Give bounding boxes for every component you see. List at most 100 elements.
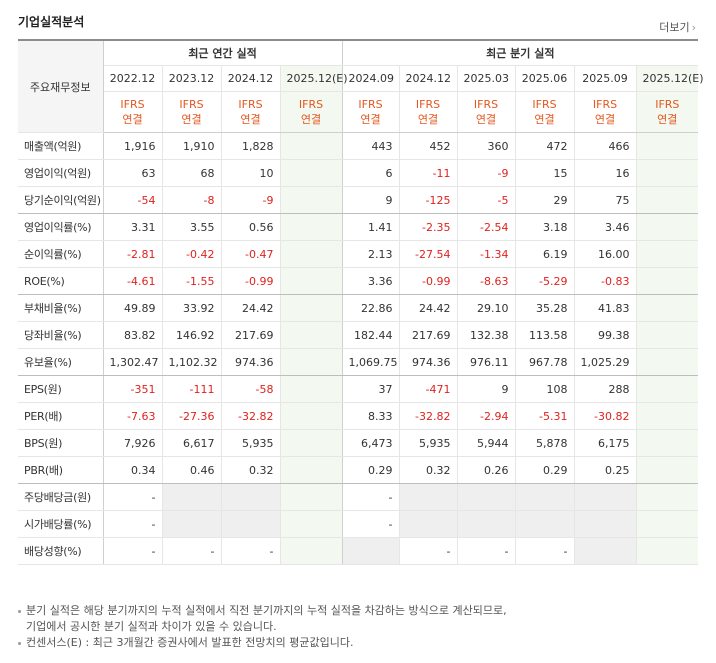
value-cell (220, 483, 280, 511)
value-cell: 22.86 (341, 294, 400, 322)
value-cell: -471 (398, 375, 458, 403)
data-row: 영업이익(억원) 63 68 10 6 -11 -9 15 16 (18, 159, 699, 187)
value-cell: - (514, 537, 575, 565)
header-row: IFRS 연결 IFRS 연결 IFRS 연결 IFRS 연결 IFRS 연결 IFRS 연결 IFRS… (18, 91, 699, 133)
value-cell: - (161, 537, 221, 565)
period-header: 2024.12 (398, 65, 458, 92)
value-cell: 0.32 (398, 456, 458, 484)
more-link[interactable]: 더보기 (659, 19, 696, 35)
value-cell: 466 (573, 132, 637, 160)
value-cell: 3.18 (514, 213, 575, 241)
value-cell: 9 (341, 186, 400, 214)
value-cell: 3.46 (573, 213, 637, 241)
value-cell: -32.82 (398, 402, 458, 430)
value-cell: 108 (514, 375, 575, 403)
value-cell (279, 348, 343, 376)
standard-text: 연결 (594, 113, 616, 126)
value-cell: 63 (102, 159, 162, 187)
period-header: 2025.09 (573, 65, 637, 92)
value-cell: -125 (398, 186, 458, 214)
value-cell: -5.31 (514, 402, 575, 430)
value-cell: -0.42 (161, 240, 221, 268)
value-cell: -58 (220, 375, 280, 403)
row-label: 배당성향(%) (18, 537, 104, 565)
standard-header: IFRS 연결 (161, 91, 221, 133)
value-cell: -0.99 (220, 267, 280, 295)
standard-text: IFRS (298, 98, 324, 111)
value-cell: 33.92 (161, 294, 221, 322)
value-cell: - (102, 510, 162, 538)
data-row: PBR(배) 0.34 0.46 0.32 0.29 0.32 0.26 0.29 0.25 (18, 456, 699, 484)
period-header: 2025.12(E) (635, 65, 704, 92)
row-label: 당좌비율(%) (18, 321, 104, 349)
value-cell: 974.36 (398, 348, 458, 376)
value-cell: 182.44 (341, 321, 400, 349)
standard-header: IFRS 연결 (220, 91, 280, 133)
standard-text: IFRS (120, 98, 145, 111)
value-cell (573, 483, 637, 511)
value-cell (635, 240, 699, 268)
value-cell: -27.36 (161, 402, 221, 430)
data-row: 당기순이익(억원) -54 -8 -9 9 -125 -5 29 75 (18, 186, 699, 214)
data-row: ROE(%) -4.61 -1.55 -0.99 3.36 -0.99 -8.63 -5.29… (18, 267, 699, 295)
data-row: 주당배당금(원) - - (18, 483, 699, 511)
value-cell: 68 (161, 159, 221, 187)
value-cell: 0.32 (220, 456, 280, 484)
row-label: 유보율(%) (18, 348, 104, 376)
row-label: 주당배당금(원) (18, 483, 104, 511)
value-cell: 0.29 (341, 456, 400, 484)
value-cell (279, 456, 343, 484)
period-header: 2025.03 (456, 65, 516, 92)
value-cell: 967.78 (514, 348, 575, 376)
data-row: 영업이익률(%) 3.31 3.55 0.56 1.41 -2.35 -2.54 3.18 3.… (18, 213, 699, 241)
value-cell: 974.36 (220, 348, 280, 376)
value-cell (279, 213, 343, 241)
value-cell: - (341, 510, 400, 538)
row-label: ROE(%) (18, 267, 104, 295)
value-cell (635, 294, 699, 322)
value-cell (279, 159, 343, 187)
value-cell (279, 267, 343, 295)
value-cell: 5,944 (456, 429, 516, 457)
value-cell: -111 (161, 375, 221, 403)
value-cell (635, 132, 699, 160)
value-cell (220, 510, 280, 538)
row-label: 시가배당률(%) (18, 510, 104, 538)
value-cell (279, 375, 343, 403)
value-cell: -4.61 (102, 267, 162, 295)
standard-text: 연결 (300, 113, 322, 126)
standard-text: IFRS (473, 98, 499, 111)
value-cell: 6,473 (341, 429, 400, 457)
period-header: 2024.12 (220, 65, 280, 92)
value-cell: 1,102.32 (161, 348, 221, 376)
value-cell: 443 (341, 132, 400, 160)
standard-text: 연결 (360, 113, 381, 126)
standard-header: IFRS 연결 (514, 91, 575, 133)
value-cell: 0.56 (220, 213, 280, 241)
value-cell: 29 (514, 186, 575, 214)
standard-header: IFRS 연결 (456, 91, 516, 133)
value-cell: 1,828 (220, 132, 280, 160)
value-cell: 288 (573, 375, 637, 403)
data-row: 당좌비율(%) 83.82 146.92 217.69 182.44 217.69 132.… (18, 321, 699, 349)
value-cell (635, 429, 699, 457)
value-cell: 9 (456, 375, 516, 403)
value-cell: 8.33 (341, 402, 400, 430)
standard-header: IFRS 연결 (102, 91, 162, 133)
row-label: 부채비율(%) (18, 294, 104, 322)
value-cell (456, 510, 516, 538)
value-cell (341, 537, 400, 565)
value-cell: 217.69 (398, 321, 458, 349)
value-cell: 1.41 (341, 213, 400, 241)
note: 분기 실적은 해당 분기까지의 누적 실적에서 직전 분기까지의 누적 실적을 … (18, 603, 507, 635)
standard-header: IFRS 연결 (341, 91, 400, 133)
value-cell: -11 (398, 159, 458, 187)
data-row: 매출액(억원) 1,916 1,910 1,828 443 452 360 472 466 (18, 132, 699, 160)
value-cell: 3.31 (102, 213, 162, 241)
standard-header: IFRS 연결 (635, 91, 699, 133)
standard-text: IFRS (415, 98, 441, 111)
value-cell: -27.54 (398, 240, 458, 268)
data-row: EPS(원) -351 -111 -58 37 -471 9 108 288 (18, 375, 699, 403)
financial-table: 주요재무정보 최근 연간 실적 최근 분기 실적 2022.12 2023.12 2024… (18, 39, 704, 565)
